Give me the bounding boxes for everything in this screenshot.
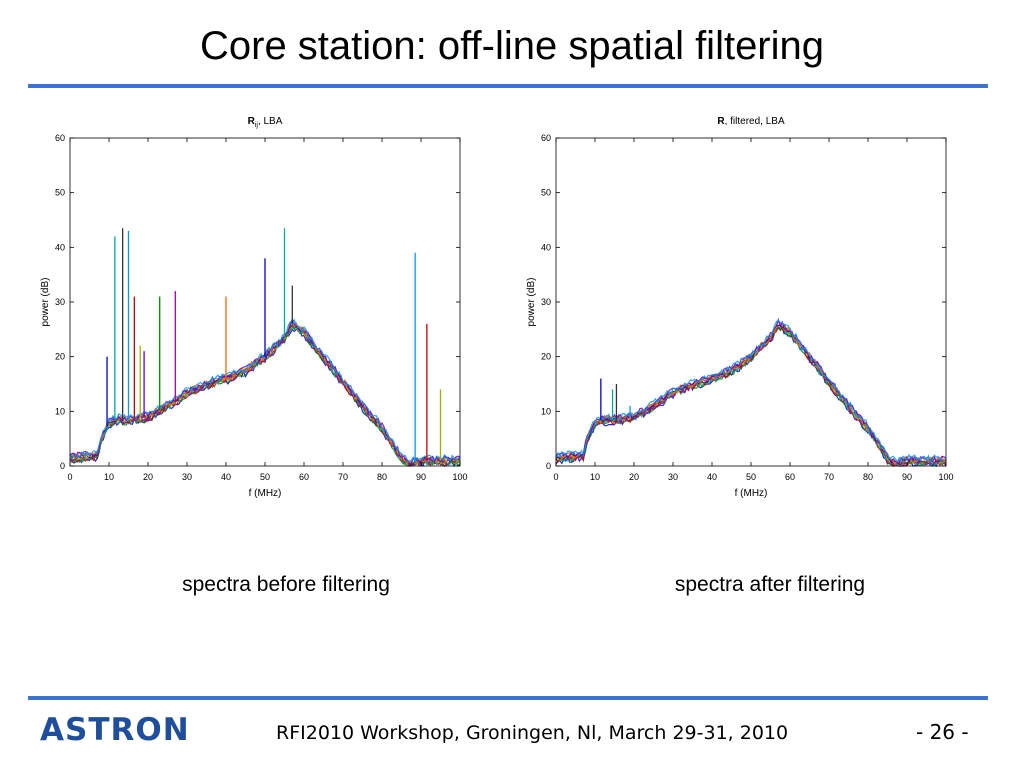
y-tick-label: 0 (546, 461, 551, 471)
x-tick-label: 10 (590, 472, 600, 482)
x-tick-label: 40 (707, 472, 717, 482)
y-tick-label: 20 (541, 352, 551, 362)
spectra-before-plot: Rij, LBA 0 10 20 30 40 50 60 70 80 90 100 0 10 20 30 40 5… (40, 116, 468, 499)
x-tick-label: 50 (260, 472, 270, 482)
y-axis-label: power (dB) (526, 278, 537, 327)
x-tick-label: 80 (863, 472, 873, 482)
y-tick-label: 60 (541, 133, 551, 143)
spectrum-trace (555, 325, 947, 467)
spectrum-trace (555, 326, 947, 467)
x-tick-label: 0 (553, 472, 558, 482)
spectrum-trace (555, 323, 947, 466)
y-tick-label: 20 (55, 352, 65, 362)
x-axis-label: f (MHz) (735, 488, 768, 499)
footer-text: RFI2010 Workshop, Groningen, Nl, March 2… (276, 722, 789, 744)
y-tick-label: 40 (541, 242, 551, 252)
chart-title-bold: R (248, 116, 256, 127)
chart-before-filtering: Rij, LBA 0 10 20 30 40 50 60 70 80 90 100 0 10 20 30 40 5… (36, 108, 476, 508)
y-tick-label: 50 (55, 188, 65, 198)
x-tick-label: 80 (377, 472, 387, 482)
chart-after-filtering: R, filtered, LBA 0 10 20 30 40 50 60 70 80 90 100 0 1… (522, 108, 972, 508)
y-tick-label: 30 (541, 297, 551, 307)
y-tick-label: 60 (55, 133, 65, 143)
x-tick-label: 60 (785, 472, 795, 482)
x-axis-label: f (MHz) (249, 488, 282, 499)
chart-title: Rij, LBA (248, 116, 283, 129)
spectra-traces (69, 228, 461, 468)
x-tick-label: 20 (143, 472, 153, 482)
x-tick-label: 40 (221, 472, 231, 482)
spectrum-trace (555, 326, 947, 468)
bottom-divider (28, 696, 988, 700)
y-tick-label: 0 (60, 461, 65, 471)
spectrum-trace (555, 320, 947, 466)
top-divider (28, 84, 988, 88)
x-tick-label: 0 (67, 472, 72, 482)
chart-title-rest: , LBA (258, 116, 283, 127)
x-tick-label: 10 (104, 472, 114, 482)
caption-before: spectra before filtering (182, 573, 390, 596)
spectrum-trace (555, 327, 947, 467)
astron-logo: ASTRON (40, 712, 190, 748)
x-tick-label: 70 (824, 472, 834, 482)
y-tick-label: 50 (541, 188, 551, 198)
y-tick-label: 40 (55, 242, 65, 252)
x-tick-label: 90 (902, 472, 912, 482)
x-tick-label: 100 (938, 472, 953, 482)
chart-title-subscript: ij (255, 122, 259, 129)
spectrum-trace (555, 324, 947, 467)
chart-title-bold: R (717, 116, 725, 127)
x-tick-label: 20 (629, 472, 639, 482)
x-tick-label: 30 (668, 472, 678, 482)
y-tick-label: 10 (55, 406, 65, 416)
spectrum-trace (555, 317, 947, 465)
chart-title: R, filtered, LBA (717, 116, 785, 127)
spectrum-trace (555, 319, 947, 463)
x-tick-label: 90 (416, 472, 426, 482)
x-tick-label: 60 (299, 472, 309, 482)
spectrum-trace (69, 318, 461, 463)
y-tick-label: 30 (55, 297, 65, 307)
page-number: - 26 - (916, 720, 969, 744)
x-tick-label: 100 (452, 472, 467, 482)
chart-title-rest: , filtered, LBA (725, 116, 785, 127)
x-tick-label: 70 (338, 472, 348, 482)
y-tick-label: 10 (541, 406, 551, 416)
caption-after: spectra after filtering (674, 573, 866, 596)
spectrum-trace (555, 324, 947, 467)
spectra-after-plot: R, filtered, LBA 0 10 20 30 40 50 60 70 80 90 100 0 1… (526, 116, 954, 499)
x-tick-label: 30 (182, 472, 192, 482)
spectra-traces (555, 317, 947, 468)
slide-title: Core station: off-line spatial filtering (199, 24, 825, 68)
y-axis-label: power (dB) (40, 278, 51, 327)
x-tick-label: 50 (746, 472, 756, 482)
